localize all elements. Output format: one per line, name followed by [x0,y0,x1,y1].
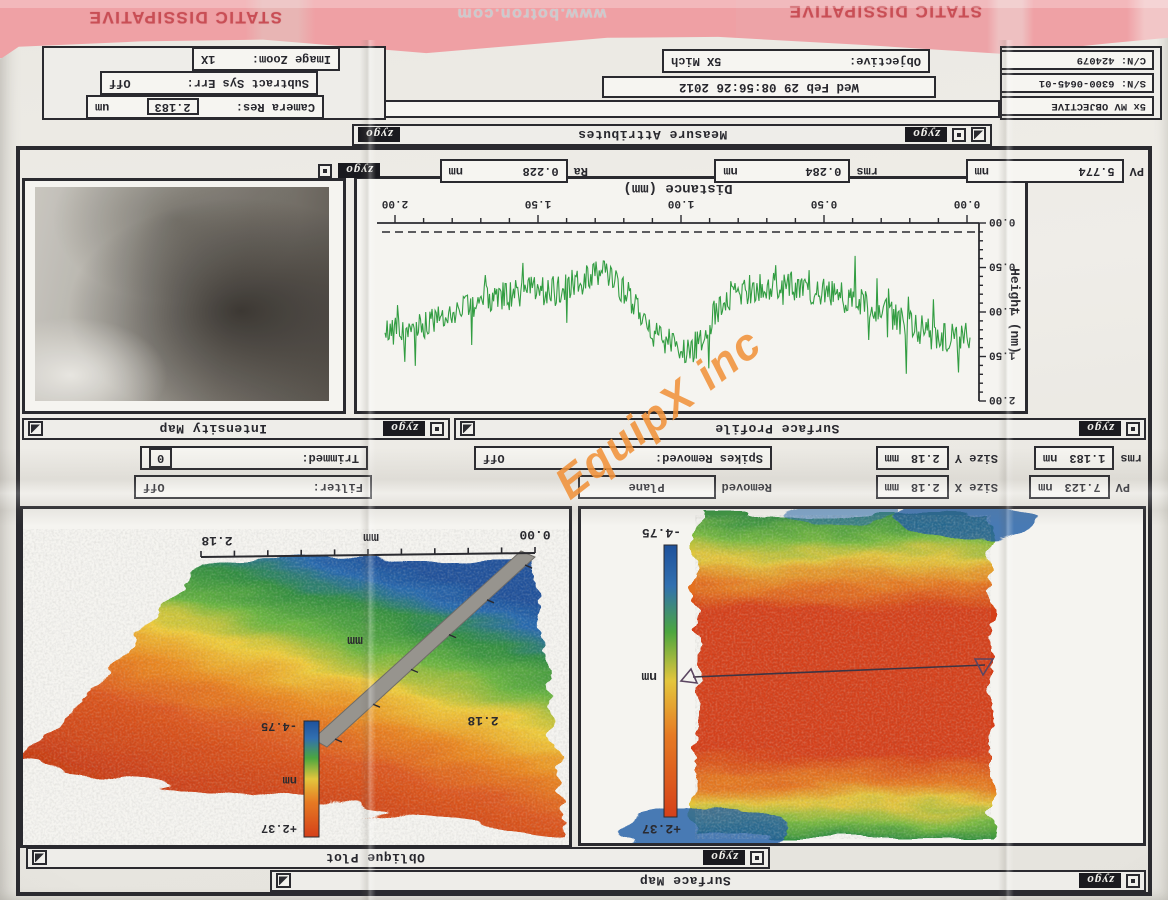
svg-text:2.00: 2.00 [989,393,1015,405]
field-pv-map: PV 7.123 nm [1029,474,1130,500]
zygo-logo: zygo [1079,421,1121,437]
profile-xlabel: Distance (mm) [623,180,732,196]
window-glyph-icon [1126,874,1140,888]
svg-text:1.00: 1.00 [668,197,694,209]
banner-text-right: STATIC DISSIPATIVE [788,2,982,21]
intensity-map-image [35,187,329,401]
oblique-y-ticks [334,564,533,743]
measure-attributes-title: Measure Attributes [577,127,728,143]
surface-profile-plot: Height (nm) 2.00 1.50 1.00 0.50 0.00 0.00 0.50… [377,180,1022,405]
results-zygo-logo: zygo [318,158,380,184]
corner-glyph-icon [32,850,47,866]
oblique-x-ticks [200,547,536,557]
field-rms: rms 0.284 nm [714,158,878,184]
svg-text:1.50: 1.50 [525,197,551,209]
svg-text:0.00: 0.00 [954,197,980,209]
field-rms-map: rms 1.183 nm [1033,445,1142,471]
window-glyph-icon [750,851,764,865]
surface-profile-window: Height (nm) 2.00 1.50 1.00 0.50 0.00 0.00 0.50… [354,176,1028,414]
oblique-z-unit: nm [283,773,297,787]
oblique-y-unit: mm [347,633,363,648]
zygo-logo: zygo [703,850,745,866]
oblique-plot-title-strip: zygo Oblique Plot [26,847,770,869]
svg-text:1.50: 1.50 [989,349,1015,361]
corner-glyph-icon [276,873,291,889]
oblique-plot-window: 0.00 mm 2.18 2.18 mm +2.37 nm -4.75 [20,506,572,848]
banner-text-center: www.botron.com [456,5,607,22]
system-objective-line: 5x MV OBJECTIVE [1000,96,1154,116]
slice-line [692,664,986,678]
oblique-z-colorbar [303,720,320,838]
profile-ylabel: Height (nm) [1007,268,1022,354]
system-info-box: 5x MV OBJECTIVE S/N: 6300-0645-01 C/N: 4… [1000,46,1162,120]
field-pv: PV 5.774 nm [965,158,1144,184]
field-subtract-sys-err: Subtract Sys Err: Off [100,70,318,96]
metrology-report: zygo Surface Map zygo Oblique Plot [16,44,1162,896]
zygo-logo: zygo [383,421,425,437]
svg-text:2.00: 2.00 [382,197,408,209]
window-glyph-icon [430,422,444,436]
comment-box [378,100,1000,118]
profile-results-row: PV 5.774 nm rms 0.284 nm Ra 0.228 nm zygo [20,158,1148,186]
zygo-logo: zygo [1079,873,1121,889]
svg-text:0.00: 0.00 [989,215,1015,227]
report-frame: zygo Surface Map zygo Oblique Plot [16,146,1152,896]
corner-glyph-icon [28,421,43,437]
field-objective: Objective: 5X Mich [662,48,930,74]
corner-glyph-icon [460,421,475,437]
oblique-x-unit: mm [363,530,379,545]
slice-marker-left-icon [973,658,995,677]
intensity-map-window [22,178,346,414]
report-header-block: 5x MV OBJECTIVE S/N: 6300-0645-01 C/N: 4… [16,44,1162,120]
field-ra: Ra 0.228 nm [439,158,588,184]
zygo-logo: zygo [358,127,400,143]
oblique-z-top: +2.37 [261,821,297,835]
scale-unit-label: nm [641,669,657,684]
svg-text:0.50: 0.50 [989,260,1015,272]
surface-profile-title: Surface Profile [714,421,840,437]
profile-trace [384,255,971,374]
oblique-y-end: 2.18 [467,713,498,728]
field-filter: Filter: Off [134,474,372,500]
surface-map-window: +2.37 nm -4.75 [578,501,1146,853]
surface-map-plot: +2.37 nm -4.75 [622,501,1038,853]
field-size-y: Size Y 2.18 mm [875,445,998,471]
oblique-z-bottom: -4.75 [261,719,297,733]
intensity-map-title: Intensity Map [159,421,268,437]
oblique-x-start: 0.00 [519,527,550,542]
surface-profile-title-strip: zygo Surface Profile [454,418,1146,440]
surface-map-colorbar [663,544,678,818]
measure-attributes-strip: zygo Measure Attributes zygo [352,124,992,146]
window-glyph-icon [952,128,966,142]
zygo-logo: zygo [905,127,947,143]
svg-text:1.00: 1.00 [989,304,1015,316]
intensity-map-title-strip: zygo Intensity Map [22,418,450,440]
system-serial-line: S/N: 6300-0645-01 [1000,73,1154,93]
surface-map-title: Surface Map [639,873,731,889]
oblique-plot-title: Oblique Plot [325,850,425,866]
slice-marker-right-icon [679,667,699,684]
banner-text-left: STATIC DISSIPATIVE [88,8,282,27]
oblique-x-end: 2.18 [201,533,232,548]
surface-map-title-strip: zygo Surface Map [270,870,1146,892]
field-trimmed: Trimmed: 0 [140,445,368,471]
oblique-plot-figure: 0.00 mm 2.18 2.18 mm +2.37 nm -4.75 [23,527,565,838]
scale-min-label: -4.75 [642,525,681,540]
corner-glyph-icon [971,127,986,143]
window-glyph-icon [318,164,333,178]
window-glyph-icon [1126,422,1140,436]
svg-text:0.50: 0.50 [811,197,837,209]
system-cn-line: C/N: 424079 [1000,50,1154,70]
camera-settings-box: Camera Res: 2.183 um Subtract Sys Err: Off … [42,46,386,120]
field-size-x: Size X 2.18 mm [875,474,998,500]
field-image-zoom: Image Zoom: 1X [192,46,340,72]
field-camera-res: Camera Res: 2.183 um [86,94,324,120]
timestamp: Wed Feb 29 08:56:26 2012 [602,76,936,98]
scale-max-label: +2.37 [642,821,681,836]
